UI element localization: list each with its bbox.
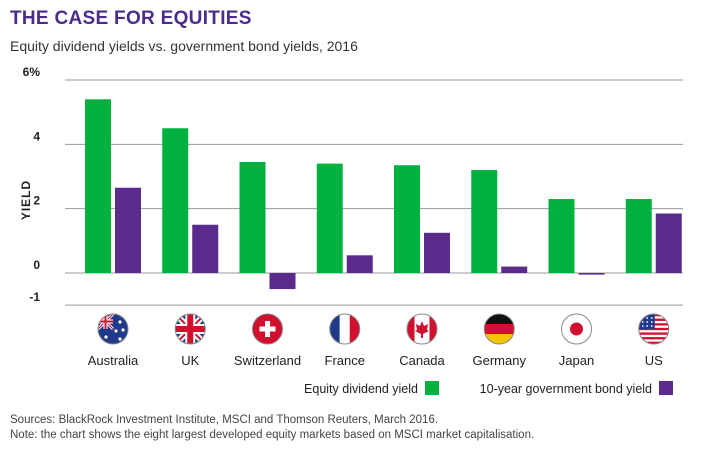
y-tick-label: 0	[33, 258, 40, 272]
canada-flag-icon	[406, 313, 438, 345]
equity-yield-bar-us	[625, 199, 652, 273]
legend-label-bond: 10-year government bond yield	[480, 382, 652, 396]
y-tick-label: -1	[29, 290, 40, 304]
bar-chart: 6% 4 2 0 -1 YIELD Australia UK Switzerland France…	[19, 65, 683, 396]
chart-title: THE CASE FOR EQUITIES	[10, 8, 252, 29]
japan-flag-icon	[561, 313, 592, 345]
equity-yield-bar-france	[316, 163, 343, 273]
bond-yield-bar-us	[655, 213, 682, 273]
chart-subtitle: Equity dividend yields vs. government bo…	[10, 38, 358, 54]
bond-yield-bar-germany	[501, 266, 528, 273]
bond-yield-bar-japan	[578, 273, 605, 275]
bond-yield-bar-canada	[424, 232, 450, 273]
germany-flag-icon	[483, 313, 515, 345]
footnotes: Sources: BlackRock Investment Institute,…	[10, 413, 534, 443]
bond-yield-bar-france	[346, 255, 373, 273]
switzerland-flag-icon	[252, 313, 283, 345]
note-text: Note: the chart shows the eight largest …	[10, 429, 535, 441]
australia-flag-icon	[97, 313, 129, 345]
bond-yield-bar-uk	[192, 224, 219, 273]
country-label-uk: UK	[181, 353, 199, 368]
equity-yield-bar-japan	[548, 199, 575, 273]
legend-label-equity: Equity dividend yield	[304, 382, 418, 396]
country-label-japan: Japan	[559, 353, 594, 368]
country-label-australia: Australia	[88, 353, 139, 368]
bond-yield-bar-switzerland	[269, 273, 296, 290]
y-tick-label: 6%	[23, 65, 41, 79]
country-label-us: US	[645, 353, 663, 368]
y-tick-label: 2	[33, 194, 40, 208]
equity-yield-bar-uk	[162, 128, 189, 273]
y-tick-label: 4	[33, 129, 40, 143]
equity-yield-bar-canada	[394, 165, 420, 273]
sources-text: Sources: BlackRock Investment Institute,…	[10, 414, 439, 426]
us-flag-icon	[638, 313, 670, 345]
country-label-switzerland: Switzerland	[234, 353, 301, 368]
legend-swatch-bond	[659, 381, 673, 395]
equity-yield-bar-switzerland	[239, 162, 266, 273]
bond-yield-bar-australia	[115, 187, 141, 273]
country-label-canada: Canada	[399, 353, 445, 368]
y-axis-label: YIELD	[19, 180, 33, 220]
uk-flag-icon	[174, 313, 206, 345]
country-label-france: France	[325, 353, 365, 368]
legend-swatch-equity	[425, 381, 439, 395]
france-flag-icon	[329, 313, 361, 345]
country-label-germany: Germany	[473, 353, 527, 368]
equity-yield-bar-australia	[85, 99, 111, 273]
equity-yield-bar-germany	[471, 170, 498, 273]
